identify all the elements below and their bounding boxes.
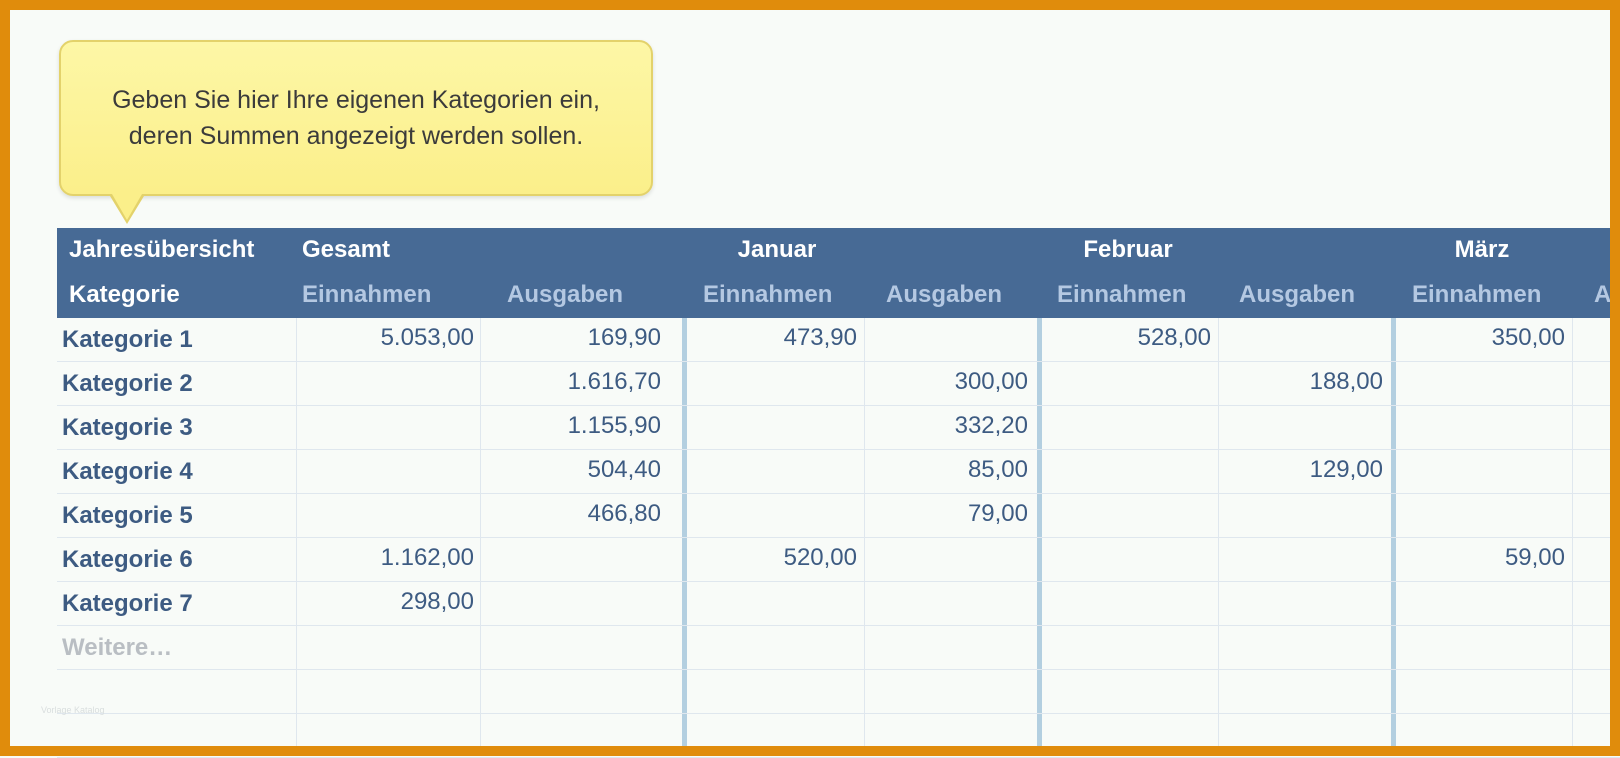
header-mar-income[interactable]: Einnahmen xyxy=(1412,281,1542,308)
cell-total-income[interactable]: 298,00 xyxy=(400,588,474,615)
hint-tooltip: Geben Sie hier Ihre eigenen Kategorien e… xyxy=(59,40,653,224)
cell-feb-expenses[interactable] xyxy=(1219,538,1383,582)
table-row[interactable]: Kategorie 7 298,00 xyxy=(57,582,1620,626)
category-label[interactable]: Kategorie 5 xyxy=(62,502,193,529)
cell-total-expenses[interactable]: 1.616,70 xyxy=(567,368,661,395)
table-header xyxy=(57,228,1620,318)
cell-jan-expenses[interactable]: 79,00 xyxy=(967,500,1028,527)
table-row[interactable]: Kategorie 3 1.155,90 332,20 xyxy=(57,406,1620,450)
cell-total-expenses[interactable]: 1.155,90 xyxy=(567,412,661,439)
cell-feb-income[interactable] xyxy=(1042,406,1211,450)
table-row-empty[interactable] xyxy=(57,714,1620,758)
table-row[interactable]: Kategorie 2 1.616,70 300,00 188,00 xyxy=(57,362,1620,406)
cell-jan-income[interactable] xyxy=(687,494,857,538)
header-total-income[interactable]: Einnahmen xyxy=(302,281,432,308)
cell-feb-income[interactable] xyxy=(1042,538,1211,582)
header-total[interactable]: Gesamt xyxy=(302,236,391,263)
cell-total-expenses[interactable]: 504,40 xyxy=(587,456,661,483)
header-february[interactable]: Februar xyxy=(1083,236,1173,263)
table-row[interactable]: Kategorie 6 1.162,00 520,00 59,00 xyxy=(57,538,1620,582)
header-category[interactable]: Kategorie xyxy=(69,281,180,308)
cell-feb-expenses[interactable] xyxy=(1219,318,1383,362)
cell-jan-income[interactable] xyxy=(687,626,857,670)
cell-feb-income[interactable] xyxy=(1042,362,1211,406)
tooltip-line-1: Geben Sie hier Ihre eigenen Kategorien e… xyxy=(112,86,600,114)
cell-jan-income[interactable]: 473,90 xyxy=(783,324,857,351)
cell-total-income[interactable] xyxy=(296,494,474,538)
watermark-text: Vorlage Katalog xyxy=(41,705,105,715)
table-row[interactable]: Kategorie 4 504,40 85,00 129,00 xyxy=(57,450,1620,494)
cell-mar-income[interactable] xyxy=(1396,362,1565,406)
category-label[interactable]: Kategorie 1 xyxy=(62,326,193,353)
cell-jan-income[interactable] xyxy=(687,582,857,626)
category-label[interactable]: Kategorie 2 xyxy=(62,370,193,397)
cell-total-expenses[interactable]: 169,90 xyxy=(587,324,661,351)
table-row[interactable]: Weitere… xyxy=(57,626,1620,670)
cell-feb-expenses[interactable] xyxy=(1219,582,1383,626)
cell-feb-income[interactable]: 528,00 xyxy=(1137,324,1211,351)
category-label[interactable]: Kategorie 7 xyxy=(62,590,193,617)
cell-jan-expenses[interactable] xyxy=(864,582,1028,626)
cell-jan-expenses[interactable] xyxy=(864,318,1028,362)
cell-total-expenses[interactable] xyxy=(480,538,661,582)
more-categories-label[interactable]: Weitere… xyxy=(62,634,173,661)
tooltip-line-2: deren Summen angezeigt werden sollen. xyxy=(128,122,584,150)
cell-feb-expenses[interactable]: 129,00 xyxy=(1309,456,1383,483)
cell-jan-income[interactable] xyxy=(687,406,857,450)
cell-total-expenses[interactable] xyxy=(480,582,661,626)
cell-mar-income[interactable] xyxy=(1396,450,1565,494)
table-row[interactable]: Kategorie 1 5.053,00 169,90 473,90 528,0… xyxy=(57,318,1620,362)
header-january[interactable]: Januar xyxy=(737,236,817,263)
cell-total-expenses[interactable]: 466,80 xyxy=(587,500,661,527)
cell-total-expenses[interactable] xyxy=(480,626,661,670)
cell-total-income[interactable] xyxy=(296,362,474,406)
category-label[interactable]: Kategorie 4 xyxy=(62,458,193,485)
cell-jan-expenses[interactable] xyxy=(864,538,1028,582)
cell-mar-income[interactable]: 350,00 xyxy=(1491,324,1565,351)
category-label[interactable]: Kategorie 6 xyxy=(62,546,193,573)
cell-feb-expenses[interactable] xyxy=(1219,494,1383,538)
cell-feb-expenses[interactable] xyxy=(1219,406,1383,450)
cell-mar-income[interactable] xyxy=(1396,582,1565,626)
cell-jan-expenses[interactable]: 332,20 xyxy=(954,412,1028,439)
cell-jan-income[interactable] xyxy=(687,362,857,406)
header-overview[interactable]: Jahresübersicht xyxy=(69,236,255,263)
cell-total-income[interactable] xyxy=(296,406,474,450)
cell-feb-income[interactable] xyxy=(1042,582,1211,626)
cell-feb-expenses[interactable]: 188,00 xyxy=(1309,368,1383,395)
cell-jan-income[interactable]: 520,00 xyxy=(783,544,857,571)
cell-feb-income[interactable] xyxy=(1042,626,1211,670)
header-feb-income[interactable]: Einnahmen xyxy=(1057,281,1187,308)
cell-jan-expenses[interactable]: 85,00 xyxy=(967,456,1028,483)
category-label[interactable]: Kategorie 3 xyxy=(62,414,193,441)
cell-mar-income[interactable] xyxy=(1396,406,1565,450)
data-grid: Kategorie 1 5.053,00 169,90 473,90 528,0… xyxy=(57,318,1620,758)
cell-jan-expenses[interactable]: 300,00 xyxy=(954,368,1028,395)
header-mar-expenses-cut[interactable]: A xyxy=(1594,281,1612,308)
cell-jan-expenses[interactable] xyxy=(864,626,1028,670)
cell-mar-income[interactable] xyxy=(1396,626,1565,670)
cell-mar-income[interactable]: 59,00 xyxy=(1504,544,1565,571)
cell-mar-income[interactable] xyxy=(1396,494,1565,538)
header-jan-income[interactable]: Einnahmen xyxy=(703,281,833,308)
header-jan-expenses[interactable]: Ausgaben xyxy=(886,281,1003,308)
header-march[interactable]: März xyxy=(1454,236,1510,263)
header-total-expenses[interactable]: Ausgaben xyxy=(507,281,624,308)
cell-feb-expenses[interactable] xyxy=(1219,626,1383,670)
table-row-empty[interactable] xyxy=(57,670,1620,714)
cell-feb-income[interactable] xyxy=(1042,450,1211,494)
header-feb-expenses[interactable]: Ausgaben xyxy=(1239,281,1356,308)
cell-jan-income[interactable] xyxy=(687,450,857,494)
cell-total-income[interactable] xyxy=(296,450,474,494)
cell-total-income[interactable] xyxy=(296,626,474,670)
table-row[interactable]: Kategorie 5 466,80 79,00 xyxy=(57,494,1620,538)
cell-total-income[interactable]: 1.162,00 xyxy=(380,544,474,571)
cell-total-income[interactable]: 5.053,00 xyxy=(380,324,474,351)
cell-feb-income[interactable] xyxy=(1042,494,1211,538)
